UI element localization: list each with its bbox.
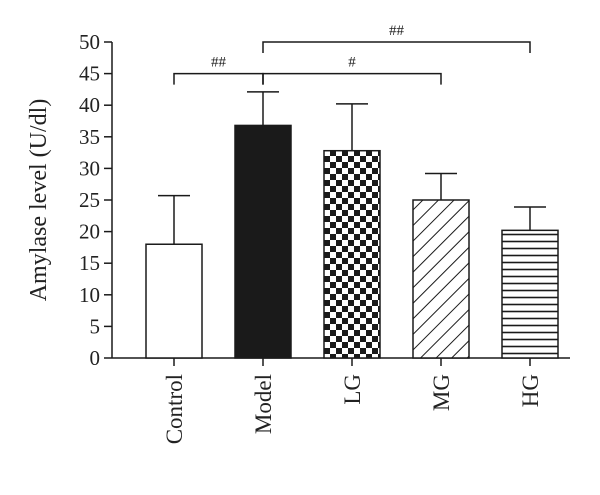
significance-label-2: ## <box>389 23 405 39</box>
y-tick-label: 45 <box>79 62 100 86</box>
x-tick-label-control: Control <box>162 374 187 444</box>
bar-mg <box>412 199 470 359</box>
significance-bracket-0 <box>173 72 264 85</box>
y-axis-title: Amylase level (U/dl) <box>26 99 52 302</box>
bar-hg <box>501 229 559 359</box>
x-tick-label-mg: MG <box>429 374 454 411</box>
x-tick-label-hg: HG <box>518 374 543 407</box>
y-tick-label: 35 <box>79 125 100 149</box>
bar-lg <box>323 149 381 359</box>
y-tick-label: 40 <box>79 93 100 117</box>
y-tick-label: 50 <box>79 30 100 54</box>
significance-label-0: ## <box>211 55 227 71</box>
y-tick-label: 5 <box>90 314 101 338</box>
y-tick-label: 0 <box>90 346 101 370</box>
y-tick-label: 15 <box>79 251 100 275</box>
y-tick-label: 30 <box>79 156 100 180</box>
x-tick-label-lg: LG <box>340 374 365 405</box>
significance-bracket-2 <box>262 41 531 53</box>
y-tick-label: 20 <box>79 220 100 244</box>
y-tick-label: 25 <box>79 188 100 212</box>
x-tick-label-model: Model <box>251 374 276 434</box>
significance-label-1: # <box>348 55 356 71</box>
y-tick-label: 10 <box>79 283 100 307</box>
bar-control <box>145 243 203 359</box>
significance-bracket-1 <box>262 72 442 85</box>
bar-model <box>234 124 292 359</box>
